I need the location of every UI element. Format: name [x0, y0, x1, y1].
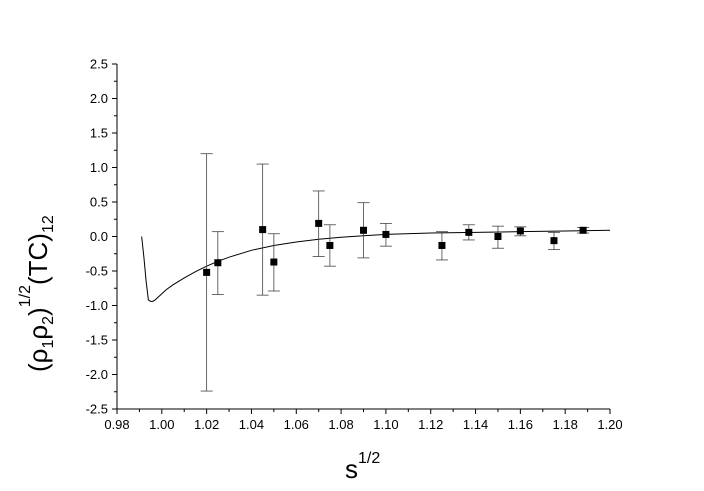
y-tick-label: -1.5 — [86, 333, 108, 348]
y-axis-label: (ρ1ρ2)1/2(TC)12 — [17, 215, 57, 372]
x-tick-label: 0.98 — [104, 417, 129, 432]
x-tick-label: 1.02 — [194, 417, 219, 432]
x-tick-label: 1.12 — [418, 417, 443, 432]
data-point-square — [203, 268, 211, 276]
y-tick-label: -1.0 — [86, 298, 108, 313]
x-tick-label: 1.10 — [373, 417, 398, 432]
data-markers — [203, 219, 587, 276]
x-tick-label: 1.00 — [149, 417, 174, 432]
y-tick-label: -0.5 — [86, 264, 108, 279]
x-tick-label: 1.14 — [463, 417, 488, 432]
y-tick-label: -2.5 — [86, 402, 108, 417]
data-point-square — [315, 219, 323, 227]
x-tick-label: 1.16 — [508, 417, 533, 432]
x-tick-label: 1.06 — [284, 417, 309, 432]
x-tick-label: 1.18 — [553, 417, 578, 432]
data-point-square — [516, 227, 524, 235]
error-bars — [200, 153, 590, 392]
data-point-square — [494, 233, 502, 240]
x-tick-label: 1.04 — [239, 417, 264, 432]
y-tick-label: 2.5 — [90, 57, 108, 72]
x-tick-label: 1.08 — [328, 417, 353, 432]
x-axis-label: s1/2 — [345, 450, 380, 484]
y-ticks: -2.5 -2.0 -1.5 -1.0 -0.5 0.0 0.5 1.0 1.5 2.0 2.5 — [86, 57, 117, 417]
data-point-square — [382, 230, 390, 238]
data-point-square — [579, 226, 587, 234]
fit-curve-line — [141, 229, 611, 302]
data-point-square — [270, 258, 278, 266]
y-tick-label: 1.0 — [90, 160, 108, 175]
x-ticks: 0.98 1.00 1.02 1.04 1.06 1.08 1.10 1.12 1.14 1.16… — [104, 409, 623, 432]
y-tick-label: 0.0 — [90, 229, 108, 244]
y-tick-label: 1.5 — [90, 126, 108, 141]
data-point-square — [550, 237, 558, 245]
x-tick-label: 1.20 — [597, 417, 622, 432]
y-tick-label: 2.0 — [90, 91, 108, 106]
data-point-square — [438, 241, 446, 249]
data-point-square — [326, 241, 334, 249]
y-tick-label: -2.0 — [86, 367, 108, 382]
y-tick-label: 0.5 — [90, 195, 108, 210]
data-point-square — [214, 259, 222, 267]
data-point-square — [360, 226, 367, 234]
data-point-square — [259, 226, 267, 234]
data-point-square — [465, 228, 473, 236]
fit-curve-layer — [141, 229, 611, 302]
